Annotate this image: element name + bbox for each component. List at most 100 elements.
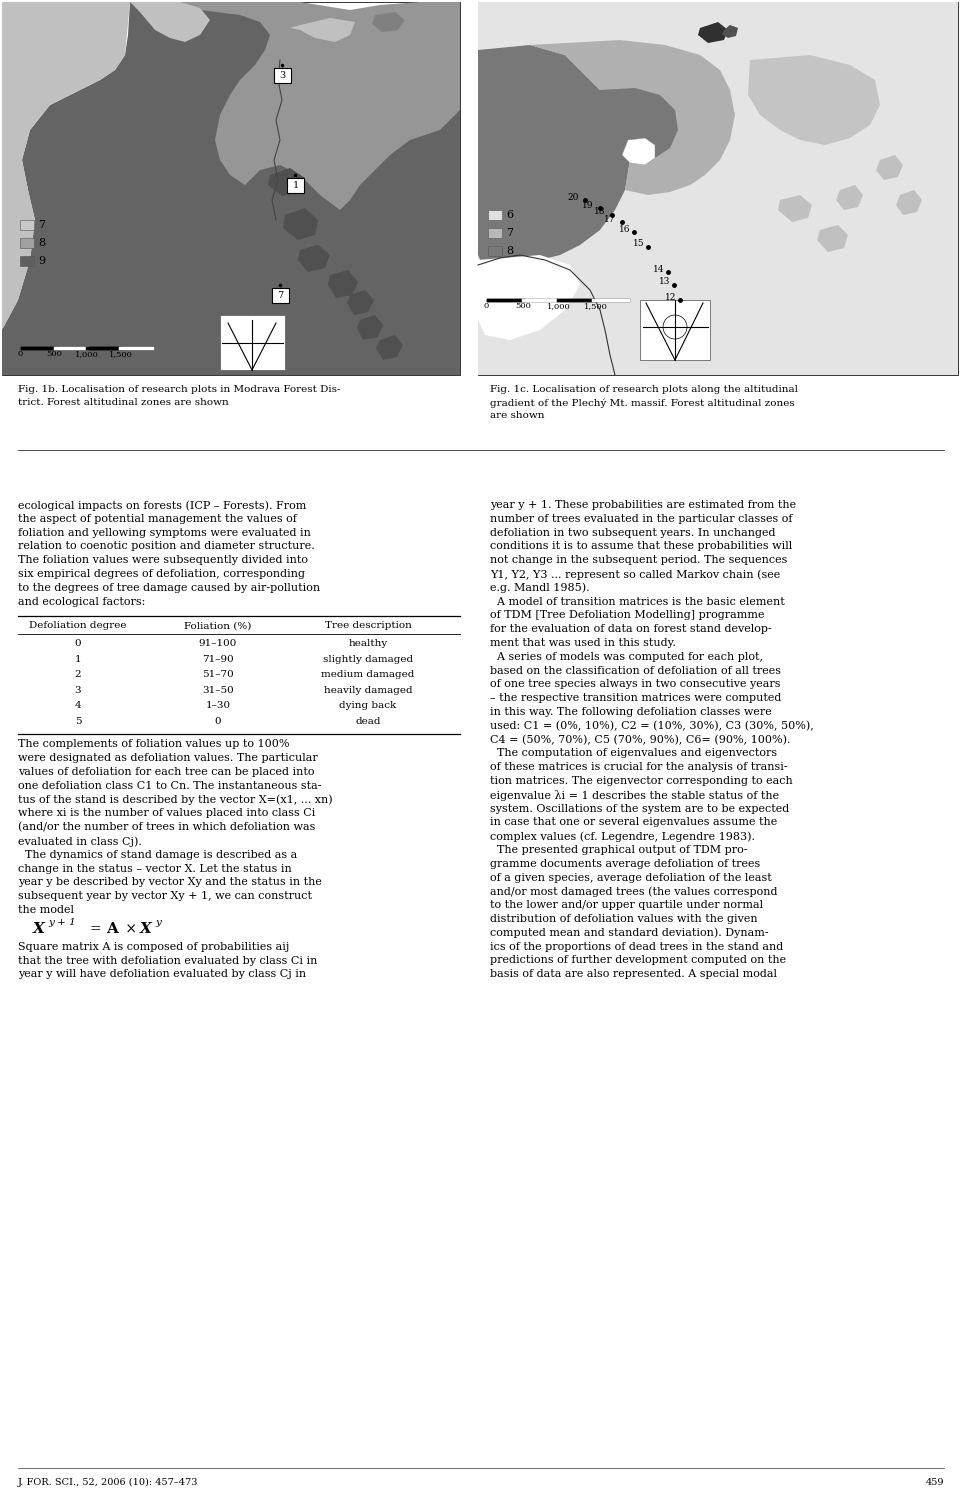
- Polygon shape: [268, 168, 305, 197]
- Polygon shape: [778, 195, 812, 222]
- Text: The dynamics of stand damage is described as a: The dynamics of stand damage is describe…: [18, 850, 298, 860]
- Text: basis of data are also represented. A special modal: basis of data are also represented. A sp…: [490, 970, 777, 979]
- Text: 13: 13: [659, 278, 670, 287]
- Text: 91–100: 91–100: [199, 639, 237, 648]
- Text: 3: 3: [75, 686, 82, 695]
- Text: y + 1: y + 1: [48, 917, 76, 926]
- Text: the aspect of potential management the values of: the aspect of potential management the v…: [18, 513, 297, 524]
- Text: Square matrix A is composed of probabilities aij: Square matrix A is composed of probabili…: [18, 941, 289, 952]
- Polygon shape: [2, 2, 460, 375]
- Bar: [478, 2, 958, 375]
- Text: ecological impacts on forests (ICP – Forests). From: ecological impacts on forests (ICP – For…: [18, 500, 306, 510]
- Text: for the evaluation of data on forest stand develop-: for the evaluation of data on forest sta…: [490, 624, 772, 635]
- Text: 1,500: 1,500: [109, 350, 132, 359]
- Text: 0: 0: [484, 302, 489, 311]
- Text: (and/or the number of trees in which defoliation was: (and/or the number of trees in which def…: [18, 823, 316, 833]
- Text: X: X: [140, 922, 152, 935]
- Text: slightly damaged: slightly damaged: [323, 654, 413, 663]
- Text: values of defoliation for each tree can be placed into: values of defoliation for each tree can …: [18, 767, 315, 778]
- Text: 12: 12: [665, 293, 677, 302]
- Text: Y1, Y2, Y3 ... represent so called Markov chain (see: Y1, Y2, Y3 ... represent so called Marko…: [490, 569, 780, 579]
- Text: The foliation values were subsequently divided into: The foliation values were subsequently d…: [18, 555, 308, 566]
- Text: year y be described by vector Xy and the status in the: year y be described by vector Xy and the…: [18, 878, 322, 887]
- Bar: [488, 246, 502, 257]
- Text: 18: 18: [594, 207, 606, 216]
- Text: tus of the stand is described by the vector X=(x1, ... xn): tus of the stand is described by the vec…: [18, 794, 332, 805]
- Polygon shape: [836, 185, 863, 210]
- Polygon shape: [876, 155, 903, 180]
- Text: 1,000: 1,000: [75, 350, 99, 359]
- Text: of one tree species always in two consecutive years: of one tree species always in two consec…: [490, 680, 780, 689]
- Text: of a given species, average defoliation of the least: of a given species, average defoliation …: [490, 872, 772, 883]
- Polygon shape: [298, 245, 330, 272]
- Text: foliation and yellowing symptoms were evaluated in: foliation and yellowing symptoms were ev…: [18, 527, 311, 537]
- Polygon shape: [376, 335, 403, 360]
- Text: 19: 19: [582, 201, 593, 210]
- Text: predictions of further development computed on the: predictions of further development compu…: [490, 956, 786, 965]
- Text: 1,000: 1,000: [547, 302, 571, 311]
- Polygon shape: [347, 290, 374, 315]
- Text: system. Oscillations of the system are to be expected: system. Oscillations of the system are t…: [490, 803, 789, 814]
- Polygon shape: [478, 195, 535, 275]
- Polygon shape: [2, 2, 130, 330]
- Text: 7: 7: [277, 291, 283, 300]
- Text: The complements of foliation values up to 100%: The complements of foliation values up t…: [18, 740, 290, 749]
- Text: change in the status – vector X. Let the status in: change in the status – vector X. Let the…: [18, 863, 292, 874]
- Bar: [20, 221, 34, 230]
- Text: 5: 5: [75, 717, 82, 726]
- Text: of TDM [Tree Defoliation Modelling] programme: of TDM [Tree Defoliation Modelling] prog…: [490, 611, 764, 620]
- Polygon shape: [357, 315, 383, 341]
- Text: 500: 500: [46, 350, 62, 359]
- Text: used: C1 = (0%, 10%), C2 = (10%, 30%), C3 (30%, 50%),: used: C1 = (0%, 10%), C2 = (10%, 30%), C…: [490, 720, 814, 731]
- Text: Defoliation degree: Defoliation degree: [29, 621, 127, 630]
- Text: to the lower and/or upper quartile under normal: to the lower and/or upper quartile under…: [490, 901, 763, 910]
- Text: 8: 8: [506, 246, 514, 257]
- Text: 20: 20: [567, 192, 578, 201]
- Polygon shape: [328, 270, 358, 299]
- Polygon shape: [896, 191, 922, 215]
- Text: 1,500: 1,500: [584, 302, 608, 311]
- Bar: [2, 2, 460, 375]
- Bar: [287, 179, 304, 194]
- Text: complex values (cf. Legendre, Legendre 1983).: complex values (cf. Legendre, Legendre 1…: [490, 832, 755, 842]
- Text: were designated as defoliation values. The particular: were designated as defoliation values. T…: [18, 754, 318, 763]
- Text: e.g. Mandl 1985).: e.g. Mandl 1985).: [490, 582, 589, 593]
- Polygon shape: [130, 2, 460, 210]
- Text: 0: 0: [17, 350, 23, 359]
- Text: 500: 500: [516, 302, 531, 311]
- Polygon shape: [817, 225, 848, 252]
- Text: year y will have defoliation evaluated by class Cj in: year y will have defoliation evaluated b…: [18, 970, 306, 979]
- Text: year y + 1. These probabilities are estimated from the: year y + 1. These probabilities are esti…: [490, 500, 796, 510]
- Text: six empirical degrees of defoliation, corresponding: six empirical degrees of defoliation, co…: [18, 569, 305, 579]
- Text: eigenvalue λi = 1 describes the stable status of the: eigenvalue λi = 1 describes the stable s…: [490, 790, 780, 802]
- Text: 17: 17: [604, 215, 615, 224]
- Bar: [20, 239, 34, 248]
- Polygon shape: [372, 12, 405, 32]
- Polygon shape: [130, 2, 210, 42]
- Text: and/or most damaged trees (the values correspond: and/or most damaged trees (the values co…: [490, 887, 778, 898]
- Text: 31–50: 31–50: [203, 686, 234, 695]
- Text: and ecological factors:: and ecological factors:: [18, 596, 145, 606]
- Polygon shape: [290, 18, 355, 42]
- Text: ics of the proportions of dead trees in the stand and: ics of the proportions of dead trees in …: [490, 941, 783, 952]
- Bar: [274, 68, 291, 83]
- Text: 0: 0: [215, 717, 222, 726]
- Text: 1–30: 1–30: [205, 701, 230, 710]
- Text: 6: 6: [506, 210, 514, 221]
- Text: gramme documents average defoliation of trees: gramme documents average defoliation of …: [490, 859, 760, 869]
- Polygon shape: [598, 89, 678, 162]
- Text: subsequent year by vector Xy + 1, we can construct: subsequent year by vector Xy + 1, we can…: [18, 892, 312, 901]
- Text: 0: 0: [75, 639, 82, 648]
- Polygon shape: [698, 23, 728, 44]
- Text: 16: 16: [619, 225, 631, 234]
- Text: heavily damaged: heavily damaged: [324, 686, 412, 695]
- Text: The computation of eigenvalues and eigenvectors: The computation of eigenvalues and eigen…: [490, 749, 778, 758]
- Bar: [488, 228, 502, 239]
- Text: 1: 1: [75, 654, 82, 663]
- Text: 7: 7: [506, 228, 513, 239]
- Text: y: y: [155, 917, 161, 926]
- Text: trict. Forest altitudinal zones are shown: trict. Forest altitudinal zones are show…: [18, 398, 228, 407]
- Text: the model: the model: [18, 905, 74, 916]
- Text: A series of models was computed for each plot,: A series of models was computed for each…: [490, 651, 763, 662]
- Polygon shape: [622, 138, 655, 165]
